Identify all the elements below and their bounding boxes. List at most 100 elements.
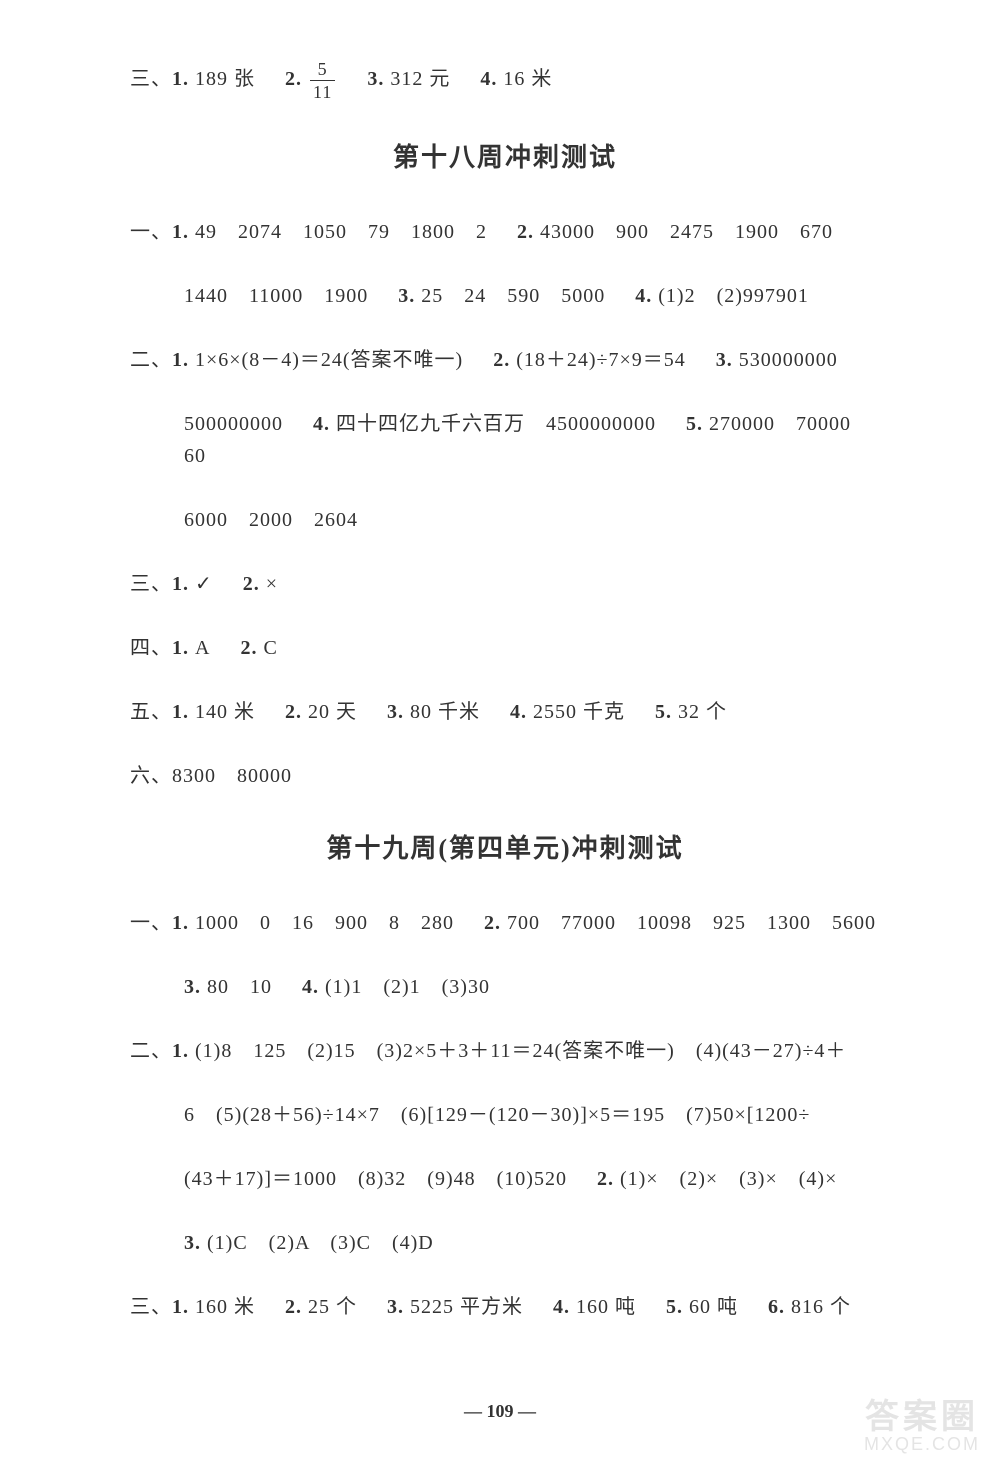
s19-line1: 一、1. 1000 0 16 900 8 280 2. 700 77000 10…	[130, 907, 880, 939]
label: 三、	[130, 68, 172, 90]
answer: 530000000	[739, 349, 838, 371]
answer: 32 个	[678, 701, 727, 723]
item-num: 3.	[387, 701, 404, 723]
label: 六、	[130, 765, 172, 787]
answer: 500000000	[184, 413, 283, 435]
item-num: 4.	[553, 1296, 570, 1318]
item-num: 2.	[597, 1168, 614, 1190]
answer: 700 77000 10098 925 1300 5600	[507, 912, 876, 934]
answer: 80 10	[207, 976, 272, 998]
label: 一、	[130, 912, 172, 934]
watermark-top: 答案圈	[864, 1389, 980, 1438]
answer: 43000 900 2475 1900 670	[540, 221, 833, 243]
answer: 312 元	[390, 68, 450, 90]
item-num: 1.	[172, 912, 189, 934]
answer: 1×6×(8－4)＝24(答案不唯一)	[195, 349, 463, 371]
item-num: 1.	[172, 573, 189, 595]
item-num: 3.	[716, 349, 733, 371]
answer: 16 米	[503, 68, 552, 90]
item-num: 4.	[480, 68, 497, 90]
item-num: 2.	[285, 1296, 302, 1318]
s19-line4: 6 (5)(28＋56)÷14×7 (6)[129－(120－30)]×5＝19…	[184, 1099, 880, 1131]
label: 二、	[130, 1040, 172, 1062]
item-num: 6.	[768, 1296, 785, 1318]
item-num: 3.	[184, 976, 201, 998]
item-num: 1.	[172, 349, 189, 371]
answer: C	[263, 637, 277, 659]
answer: 6 (5)(28＋56)÷14×7 (6)[129－(120－30)]×5＝19…	[184, 1104, 810, 1126]
item-num: 2.	[493, 349, 510, 371]
s18-line8: 五、1. 140 米 2. 20 天 3. 80 千米 4. 2550 千克 5…	[130, 696, 880, 728]
s19-line5: (43＋17)]＝1000 (8)32 (9)48 (10)520 2. (1)…	[184, 1163, 880, 1195]
answer: 8300 80000	[172, 765, 292, 787]
item-num: 3.	[184, 1232, 201, 1254]
watermark: 答案圈 MXQE.COM	[864, 1389, 980, 1455]
answer: 1000 0 16 900 8 280	[195, 912, 454, 934]
answer: (43＋17)]＝1000 (8)32 (9)48 (10)520	[184, 1168, 567, 1190]
item-num: 1.	[172, 637, 189, 659]
heading-week-19: 第十九周(第四单元)冲刺测试	[130, 828, 880, 865]
item-num: 1.	[172, 1040, 189, 1062]
s18-line3: 二、1. 1×6×(8－4)＝24(答案不唯一) 2. (18＋24)÷7×9＝…	[130, 344, 880, 376]
item-num: 1.	[172, 221, 189, 243]
item-num: 2.	[517, 221, 534, 243]
page-number: — 109 —	[0, 1401, 1000, 1422]
answer: (1)2 (2)997901	[658, 285, 809, 307]
answer: 1440 11000 1900	[184, 285, 368, 307]
label: 五、	[130, 701, 172, 723]
fraction: 5 11	[310, 60, 335, 101]
item-num: 4.	[313, 413, 330, 435]
answer: 25 个	[308, 1296, 357, 1318]
label: 三、	[130, 1296, 172, 1318]
item-num: 5.	[655, 701, 672, 723]
answer: 6000 2000 2604	[184, 509, 358, 531]
item-num: 2.	[285, 68, 302, 90]
answer: (1)× (2)× (3)× (4)×	[620, 1168, 837, 1190]
numerator: 5	[310, 60, 335, 81]
item-num: 3.	[387, 1296, 404, 1318]
answer: (18＋24)÷7×9＝54	[516, 349, 686, 371]
answer: (1)1 (2)1 (3)30	[325, 976, 490, 998]
item-num: 4.	[635, 285, 652, 307]
item-num: 2.	[285, 701, 302, 723]
item-num: 1.	[172, 701, 189, 723]
section-3-top: 三、1. 189 张 2. 5 11 3. 312 元 4. 16 米	[130, 60, 880, 101]
heading-week-18: 第十八周冲刺测试	[130, 137, 880, 174]
item-num: 1.	[172, 1296, 189, 1318]
watermark-bottom: MXQE.COM	[864, 1434, 980, 1455]
answer: ×	[266, 573, 278, 595]
label: 三、	[130, 573, 172, 595]
item-num: 4.	[302, 976, 319, 998]
s18-line9: 六、8300 80000	[130, 760, 880, 792]
answer: 816 个	[791, 1296, 851, 1318]
s18-line2: 1440 11000 1900 3. 25 24 590 5000 4. (1)…	[184, 280, 880, 312]
answer: 140 米	[195, 701, 255, 723]
answer: ✓	[195, 573, 213, 595]
label: 二、	[130, 349, 172, 371]
answer: A	[195, 637, 210, 659]
label: 一、	[130, 221, 172, 243]
label: 四、	[130, 637, 172, 659]
answer: 189 张	[195, 68, 255, 90]
s19-line2: 3. 80 10 4. (1)1 (2)1 (3)30	[184, 971, 880, 1003]
answer: 四十四亿九千六百万 4500000000	[336, 413, 656, 435]
item-num: 5.	[686, 413, 703, 435]
s18-line4: 500000000 4. 四十四亿九千六百万 4500000000 5. 270…	[184, 408, 880, 472]
answer: (1)C (2)A (3)C (4)D	[207, 1232, 434, 1254]
s18-line5: 6000 2000 2604	[184, 504, 880, 536]
item-num: 5.	[666, 1296, 683, 1318]
answer: (1)8 125 (2)15 (3)2×5＋3＋11＝24(答案不唯一) (4)…	[195, 1040, 846, 1062]
denominator: 11	[310, 81, 335, 101]
answer: 80 千米	[410, 701, 480, 723]
answer: 160 米	[195, 1296, 255, 1318]
answer: 160 吨	[576, 1296, 636, 1318]
s19-line3: 二、1. (1)8 125 (2)15 (3)2×5＋3＋11＝24(答案不唯一…	[130, 1035, 880, 1067]
s19-line7: 三、1. 160 米 2. 25 个 3. 5225 平方米 4. 160 吨 …	[130, 1291, 880, 1323]
answer: 20 天	[308, 701, 357, 723]
answer: 49 2074 1050 79 1800 2	[195, 221, 487, 243]
answer: 2550 千克	[533, 701, 625, 723]
item-num: 1.	[172, 68, 189, 90]
answer: 60 吨	[689, 1296, 738, 1318]
item-num: 2.	[240, 637, 257, 659]
s18-line7: 四、1. A 2. C	[130, 632, 880, 664]
